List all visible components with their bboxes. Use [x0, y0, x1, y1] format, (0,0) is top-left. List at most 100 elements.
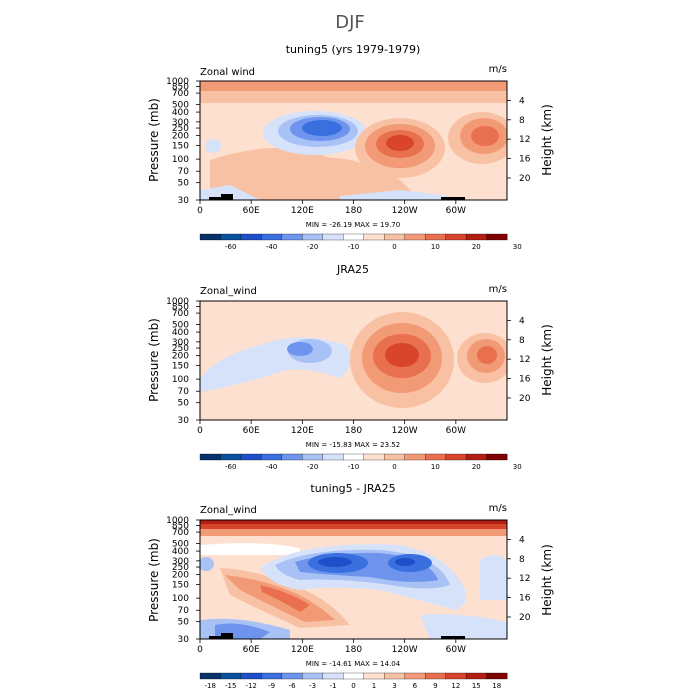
colorbar-label: -1: [330, 682, 337, 690]
colorbar-label: 30: [513, 463, 522, 471]
y-tick-label: 250: [172, 124, 189, 134]
height-tick-label: 16: [519, 375, 531, 385]
panel-difference: tuning5 - JRA25 Zonal_wind m/s: [147, 482, 554, 690]
height-tick-label: 4: [519, 316, 525, 326]
colorbar-label: -6: [289, 682, 297, 690]
units-label: m/s: [489, 284, 507, 295]
colorbar-label: -9: [268, 682, 275, 690]
colorbar-swatch: [343, 672, 365, 680]
colorbar-label: -3: [309, 682, 316, 690]
field-label: Zonal_wind: [200, 286, 257, 297]
panel-jra25: JRA25 Zonal_wind m/s 3050701001502002503…: [147, 263, 554, 471]
colorbar-label: 9: [433, 682, 437, 690]
colorbar-swatch: [281, 672, 303, 680]
colorbar-swatch: [302, 233, 324, 241]
colorbar-swatch: [322, 453, 344, 461]
colorbar-swatch: [322, 672, 344, 680]
x-axis: 0 60E 120E 180 120W 60W: [197, 200, 466, 216]
units-label: m/s: [489, 503, 507, 514]
colorbar-label: 6: [413, 682, 418, 690]
colorbar: -18 -15 -12 -9 -6 -3 -1 0 1 3 6 9 12 15 18: [199, 672, 508, 690]
y-tick-label: 100: [172, 594, 189, 604]
colorbar-swatch: [424, 672, 447, 680]
colorbar-swatch: [486, 453, 508, 461]
min-max-stats: MIN = -15.83 MAX = 23.52: [306, 441, 400, 449]
colorbar-swatch: [363, 233, 385, 241]
y-tick-label: 70: [178, 167, 190, 177]
colorbar-label: 30: [513, 243, 522, 251]
y-tick-label: 30: [178, 416, 190, 426]
colorbar-label: -40: [266, 243, 277, 251]
colorbar-swatch: [199, 233, 221, 241]
field-label: Zonal_wind: [200, 505, 257, 516]
colorbar-swatch: [465, 672, 487, 680]
x-tick-label: 60E: [243, 206, 260, 216]
colorbar-swatch: [384, 672, 406, 680]
y-tick-label: 850: [172, 303, 189, 313]
colorbar-swatch: [424, 453, 447, 461]
x-tick-label: 180: [345, 426, 362, 436]
colorbar-label: 20: [472, 463, 481, 471]
y-tick-label: 700: [172, 89, 189, 99]
y-tick-label: 1000: [166, 297, 189, 307]
y-tick-label: 300: [172, 557, 189, 567]
colorbar-label: -12: [245, 682, 256, 690]
x-tick-label: 60W: [446, 426, 466, 436]
y-tick-label: 400: [172, 328, 189, 338]
colorbar-swatch: [240, 672, 262, 680]
x-axis: 0 60E 120E 180 120W 60W: [197, 420, 466, 436]
colorbar-label: -20: [307, 463, 318, 471]
colorbar-swatch: [302, 453, 324, 461]
colorbar-label: 20: [472, 243, 481, 251]
colorbar-swatch: [404, 672, 426, 680]
y-axis-title: Pressure (mb): [147, 538, 161, 622]
colorbar-swatch: [363, 672, 385, 680]
height-tick-label: 16: [519, 155, 531, 165]
colorbar-label: 12: [451, 682, 460, 690]
x-tick-label: 60E: [243, 426, 260, 436]
colorbar-swatch: [445, 233, 467, 241]
x-tick-label: 120E: [291, 206, 314, 216]
height-tick-label: 8: [519, 555, 525, 565]
x-tick-label: 0: [197, 426, 203, 436]
y-tick-label: 400: [172, 547, 189, 557]
y-tick-label: 850: [172, 522, 189, 532]
colorbar-swatch: [465, 233, 487, 241]
panel-title: JRA25: [336, 263, 369, 276]
y-tick-label: 200: [172, 352, 189, 362]
colorbar-swatch: [424, 233, 447, 241]
y-tick-label: 500: [172, 101, 189, 111]
x-tick-label: 60W: [446, 206, 466, 216]
x-axis: 0 60E 120E 180 120W 60W: [197, 639, 466, 655]
panel-tuning5: tuning5 (yrs 1979-1979) Zonal wind m/s: [147, 43, 554, 251]
height-tick-label: 20: [519, 613, 531, 623]
y-tick-label: 200: [172, 571, 189, 581]
y-tick-label: 50: [178, 179, 190, 189]
y-tick-label: 100: [172, 375, 189, 385]
y-tick-label: 50: [178, 399, 190, 409]
colorbar-swatch: [445, 672, 467, 680]
min-max-stats: MIN = -14.61 MAX = 14.04: [306, 660, 401, 668]
x-tick-label: 60E: [243, 645, 260, 655]
colorbar-swatch: [220, 233, 242, 241]
colorbar-label: 15: [472, 682, 481, 690]
colorbar-swatch: [404, 453, 426, 461]
figure-suptitle: DJF: [335, 12, 365, 33]
y-tick-label: 400: [172, 108, 189, 118]
y-tick-label: 300: [172, 338, 189, 348]
colorbar-swatch: [261, 453, 283, 461]
colorbar-label: -10: [348, 463, 359, 471]
colorbar-swatch: [261, 672, 283, 680]
colorbar-swatch: [486, 672, 508, 680]
y-tick-label: 500: [172, 321, 189, 331]
y-tick-label: 150: [172, 361, 189, 371]
contour-field: [200, 301, 507, 420]
colorbar-label: -18: [205, 682, 216, 690]
y-tick-label: 70: [178, 387, 190, 397]
colorbar-swatch: [199, 453, 221, 461]
colorbar-label: 0: [351, 682, 355, 690]
height-tick-label: 4: [519, 96, 525, 106]
colorbar-swatch: [343, 453, 365, 461]
colorbar-label: -40: [266, 463, 277, 471]
